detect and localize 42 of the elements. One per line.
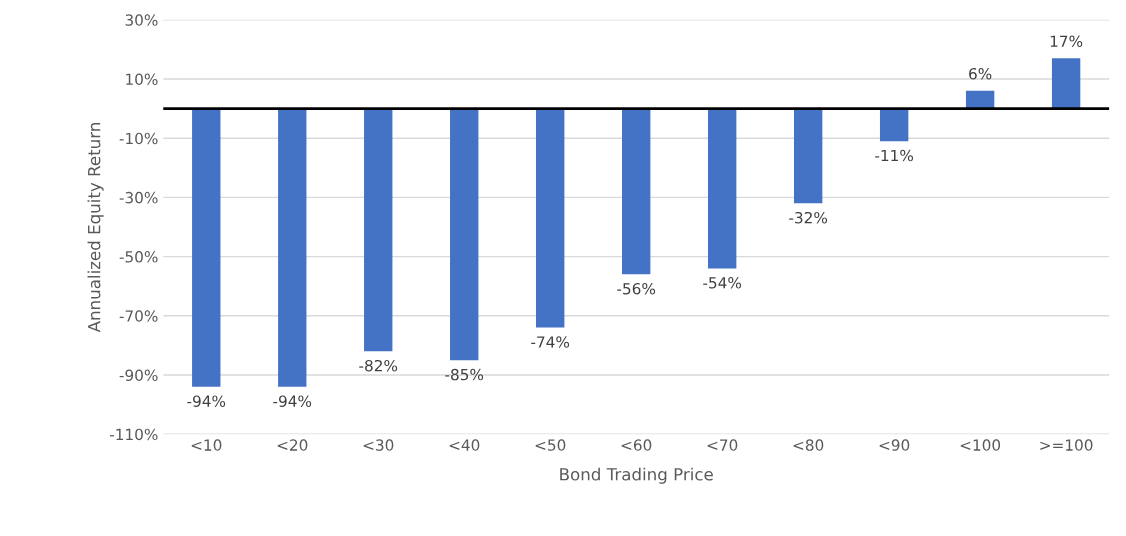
bar: [536, 108, 565, 328]
y-tick-label: -110%: [109, 428, 158, 441]
bar: [1051, 58, 1081, 109]
data-label: 17%: [1050, 35, 1083, 48]
data-label: -74%: [531, 336, 570, 348]
x-tick-label: <100: [960, 439, 1001, 451]
x-axis-title: Bond Trading Price: [560, 467, 713, 484]
x-tick-label: <90: [879, 439, 910, 451]
bar: [707, 108, 737, 269]
data-label: -94%: [273, 395, 312, 407]
x-tick-label: <70: [707, 439, 738, 451]
data-label: -54%: [703, 277, 742, 289]
y-tick-label: 30%: [125, 14, 158, 26]
data-label: -11%: [875, 149, 914, 162]
x-tick-label: <60: [621, 439, 652, 451]
bar: [278, 108, 307, 387]
x-tick-label: <30: [363, 439, 394, 451]
bar: [879, 108, 909, 142]
y-tick-label: 10%: [126, 73, 158, 86]
bar: [622, 108, 651, 275]
bar: [192, 108, 221, 387]
data-label: -56%: [617, 282, 656, 295]
bar: [450, 108, 479, 361]
x-tick-label: <20: [277, 439, 308, 451]
data-label: -94%: [187, 395, 226, 407]
y-axis-title: Annualized Equity Return: [87, 123, 104, 333]
bar: [793, 108, 823, 204]
data-label: -85%: [445, 368, 484, 381]
x-tick-label: <80: [793, 439, 824, 451]
x-tick-label: <40: [449, 439, 480, 451]
y-tick-label: -30%: [119, 191, 158, 204]
data-label: 6%: [969, 68, 992, 80]
bar: [364, 108, 393, 352]
data-label: -32%: [789, 211, 828, 224]
x-tick-label: >=100: [1040, 439, 1093, 451]
y-tick-label: -50%: [119, 251, 158, 263]
y-tick-label: -10%: [119, 132, 158, 145]
data-label: -82%: [359, 359, 398, 372]
x-tick-label: <50: [535, 439, 566, 451]
y-tick-label: -70%: [119, 310, 158, 322]
x-tick-label: <10: [191, 439, 222, 451]
y-tick-label: -90%: [119, 369, 158, 381]
